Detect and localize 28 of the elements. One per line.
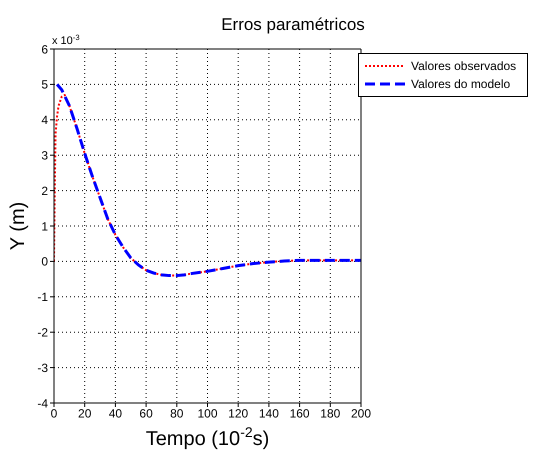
y-tick-label: -2 bbox=[37, 325, 48, 340]
x-axis-title: Tempo (10$^{-2}$s) bbox=[146, 424, 270, 450]
x-tick-label: 80 bbox=[170, 406, 184, 421]
y-tick-label: 2 bbox=[41, 184, 48, 198]
x-tick-label: 100 bbox=[197, 406, 218, 421]
y-tick-label: 6 bbox=[41, 42, 48, 56]
text: x 10$^{-3}$ bbox=[52, 32, 80, 47]
x-tick-label: 200 bbox=[350, 406, 372, 421]
y-tick-label: -3 bbox=[37, 360, 48, 375]
x-tick-label: 120 bbox=[228, 406, 249, 421]
chart-title: Erros paramétricos bbox=[221, 15, 365, 34]
y-tick-label: 5 bbox=[41, 78, 48, 92]
y-axis-title: Y (m) bbox=[7, 202, 29, 250]
legend-label: Valores observados bbox=[411, 59, 516, 73]
x-tick-label: 20 bbox=[78, 406, 92, 421]
y-tick-label: -1 bbox=[37, 290, 48, 304]
y-tick-label: 4 bbox=[41, 113, 48, 128]
x-tick-label: 160 bbox=[290, 406, 310, 421]
y-tick-label: 1 bbox=[41, 219, 48, 234]
y-tick-label: 3 bbox=[41, 148, 48, 162]
y-tick-label: -4 bbox=[37, 396, 48, 410]
x-tick-label: 60 bbox=[139, 406, 154, 421]
legend-label: Valores do modelo bbox=[411, 77, 510, 91]
x-tick-label: 140 bbox=[258, 406, 280, 421]
x-tick-label: 180 bbox=[320, 406, 341, 421]
x-tick-label: 0 bbox=[50, 406, 58, 421]
y-tick-label: 0 bbox=[41, 254, 48, 269]
x-tick-label: 40 bbox=[108, 406, 122, 421]
